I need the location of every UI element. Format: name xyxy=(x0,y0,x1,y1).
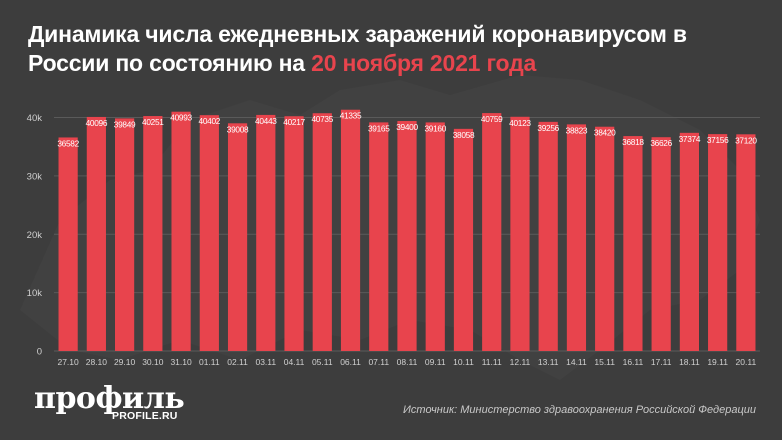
x-tick-label: 28.10 xyxy=(86,357,108,367)
bar-value-label: 38420 xyxy=(594,128,616,138)
bar xyxy=(651,137,671,351)
y-tick-label: 30k xyxy=(27,171,43,182)
x-tick-label: 31.10 xyxy=(170,357,192,367)
x-tick-label: 17.11 xyxy=(651,357,672,367)
x-tick-label: 02.11 xyxy=(227,357,248,367)
bar xyxy=(425,122,445,351)
bar-value-label: 40217 xyxy=(283,117,305,127)
bar-value-label: 38058 xyxy=(453,130,475,140)
bar xyxy=(538,121,558,351)
x-tick-label: 16.11 xyxy=(623,357,644,367)
bar-value-label: 40123 xyxy=(509,118,531,128)
y-tick-label: 40k xyxy=(27,113,43,124)
x-tick-label: 20.11 xyxy=(736,357,757,367)
x-tick-label: 03.11 xyxy=(255,357,276,367)
x-tick-label: 05.11 xyxy=(312,357,333,367)
bar-value-label: 38823 xyxy=(566,125,588,135)
bar-value-label: 39256 xyxy=(537,123,559,133)
bar xyxy=(171,111,191,352)
bar xyxy=(340,109,361,351)
bar-value-label: 40096 xyxy=(86,118,108,128)
bar xyxy=(58,137,78,351)
bar xyxy=(510,116,530,352)
bar-value-label: 36582 xyxy=(57,138,79,148)
source-note: Источник: Министерство здравоохранения Р… xyxy=(403,404,756,416)
bar xyxy=(453,128,474,351)
bar xyxy=(679,132,700,351)
chart-title: Динамика числа ежедневных заражений коро… xyxy=(28,20,768,78)
bar xyxy=(312,113,332,351)
bar-value-label: 40759 xyxy=(481,114,503,124)
bar-value-label: 36818 xyxy=(622,137,644,147)
bar-value-label: 39165 xyxy=(368,123,390,133)
x-tick-label: 19.11 xyxy=(707,357,728,367)
profile-logo: профиль xyxy=(34,381,185,416)
bar xyxy=(708,134,728,351)
bar-value-label: 40251 xyxy=(142,117,164,127)
bar xyxy=(482,113,502,352)
y-tick-label: 20k xyxy=(27,230,43,241)
bar xyxy=(397,121,417,352)
x-tick-label: 27.10 xyxy=(57,357,79,367)
bar-value-label: 37374 xyxy=(679,134,701,144)
bar-value-label: 40443 xyxy=(255,116,277,126)
bar xyxy=(284,116,304,351)
x-tick-label: 11.11 xyxy=(482,357,502,367)
bar-value-label: 39008 xyxy=(227,124,249,134)
bar xyxy=(566,124,587,352)
x-tick-label: 18.11 xyxy=(679,357,700,367)
x-tick-label: 29.10 xyxy=(114,357,136,367)
title-main: Динамика числа ежедневных заражений коро… xyxy=(28,21,687,76)
bar xyxy=(595,126,615,351)
bar-value-label: 36626 xyxy=(650,138,672,148)
bar-value-label: 40735 xyxy=(311,114,333,124)
bar-value-label: 37156 xyxy=(707,135,729,145)
bar xyxy=(199,115,219,351)
bar xyxy=(256,114,276,351)
bar-value-label: 39849 xyxy=(114,119,136,129)
x-tick-label: 06.11 xyxy=(340,357,361,367)
bar-value-label: 40402 xyxy=(199,116,221,126)
bar xyxy=(736,134,756,351)
x-tick-label: 30.10 xyxy=(142,357,164,367)
x-tick-label: 08.11 xyxy=(397,357,418,367)
x-tick-label: 09.11 xyxy=(425,357,446,367)
x-tick-label: 15.11 xyxy=(594,357,615,367)
bar-value-label: 39160 xyxy=(424,123,446,133)
bar xyxy=(227,123,248,351)
title-accent-date: 20 ноября 2021 года xyxy=(311,50,537,76)
x-tick-label: 12.11 xyxy=(510,357,531,367)
x-tick-label: 10.11 xyxy=(453,357,474,367)
bar-value-label: 39400 xyxy=(396,122,418,132)
bar xyxy=(369,122,389,351)
bar-value-label: 40993 xyxy=(170,113,192,123)
x-tick-label: 07.11 xyxy=(368,357,389,367)
y-tick-label: 0 xyxy=(37,347,42,358)
bar xyxy=(623,136,643,351)
bar xyxy=(86,116,106,351)
bar-value-label: 41335 xyxy=(340,111,362,121)
x-tick-label: 04.11 xyxy=(284,357,305,367)
profile-logo-url: PROFILE.RU xyxy=(112,410,178,422)
bar xyxy=(143,116,163,352)
x-tick-label: 13.11 xyxy=(538,357,559,367)
x-tick-label: 14.11 xyxy=(566,357,587,367)
x-tick-label: 01.11 xyxy=(199,357,220,367)
bar xyxy=(114,118,135,352)
y-tick-label: 10k xyxy=(27,288,43,299)
bar-value-label: 37120 xyxy=(735,135,757,145)
